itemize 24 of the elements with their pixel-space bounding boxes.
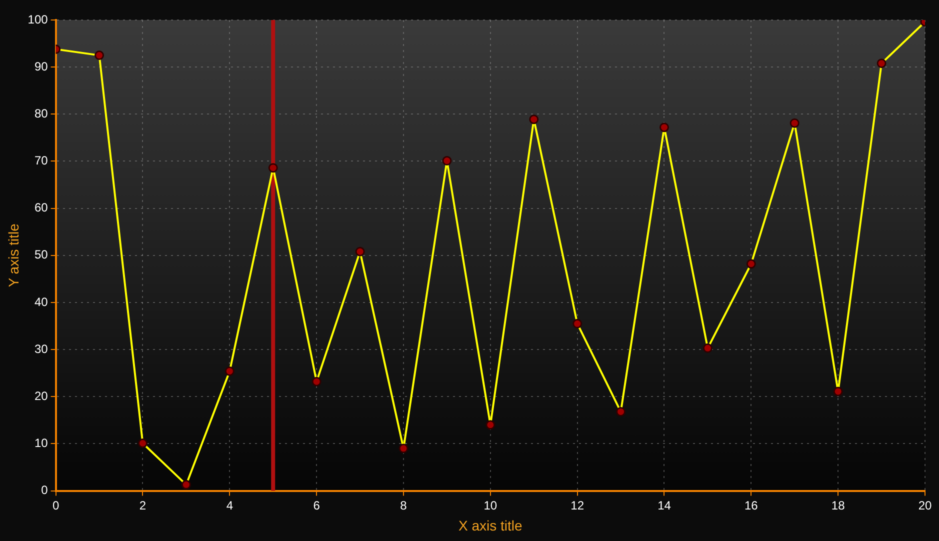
x-tick-label: 20: [918, 498, 932, 512]
y-tick-label: 40: [34, 294, 48, 309]
y-tick-label: 100: [28, 12, 48, 26]
y-tick-label: 20: [34, 388, 48, 403]
x-tick-label: 2: [139, 498, 146, 512]
x-axis-title: X axis title: [458, 517, 523, 534]
x-tick-label: 6: [313, 498, 320, 512]
x-tick-label: 12: [570, 498, 584, 512]
y-tick-label: 10: [34, 436, 48, 450]
x-tick-label: 0: [52, 498, 60, 512]
x-tick-label: 18: [831, 498, 846, 512]
y-tick-label: 80: [34, 106, 48, 120]
x-tick-label: 8: [400, 498, 408, 512]
y-tick-label: 50: [34, 248, 48, 262]
y-tick-label: 60: [34, 200, 48, 215]
y-tick-label: 0: [41, 483, 48, 498]
y-tick-label: 70: [34, 154, 48, 168]
y-axis-title: Y axis title: [5, 223, 22, 288]
x-tick-label: 4: [226, 498, 234, 512]
y-tick-label: 90: [34, 59, 48, 74]
x-tick-label: 10: [484, 498, 498, 512]
x-tick-label: 16: [744, 498, 758, 512]
y-tick-label: 30: [34, 342, 48, 356]
x-tick-label: 14: [658, 498, 672, 512]
